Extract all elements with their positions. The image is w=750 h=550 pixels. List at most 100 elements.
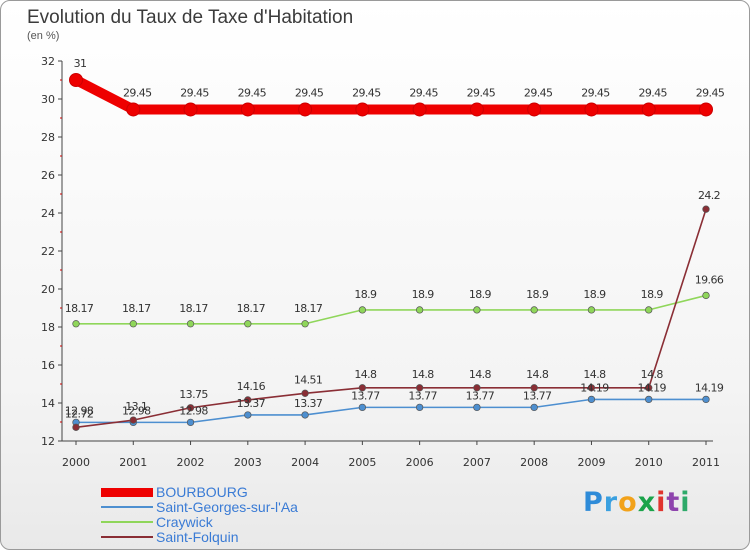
series-line-3 — [75, 208, 707, 429]
data-label: 14.19 — [580, 381, 609, 394]
data-label: 13.77 — [523, 389, 552, 402]
data-label: 29.45 — [238, 86, 267, 99]
data-point — [186, 320, 195, 328]
legend-swatch — [101, 506, 153, 508]
data-label: 13.77 — [408, 389, 437, 402]
data-point — [355, 102, 370, 117]
data-label: 13.37 — [237, 397, 266, 410]
proxiti-logo: Proxiti — [583, 487, 691, 518]
data-point — [469, 102, 484, 117]
data-label: 18.17 — [294, 302, 323, 315]
series-line-1 — [75, 398, 707, 424]
data-point — [645, 395, 653, 404]
data-label: 29.45 — [467, 86, 496, 99]
data-point — [527, 102, 542, 117]
data-point — [645, 384, 653, 392]
data-point — [72, 320, 80, 328]
logo-letter: P — [583, 487, 604, 518]
data-label: 31 — [74, 57, 87, 70]
data-label: 29.45 — [638, 86, 667, 99]
x-tick-label: 2008 — [520, 456, 548, 469]
data-label: 29.45 — [696, 86, 725, 99]
data-point — [702, 395, 710, 404]
data-label: 18.9 — [412, 288, 435, 301]
y-tick-label: 18 — [41, 321, 55, 334]
data-label: 14.16 — [237, 380, 266, 393]
data-point — [587, 384, 596, 392]
data-point — [301, 389, 309, 397]
legend-label: Craywick — [156, 514, 213, 530]
data-label: 18.9 — [469, 288, 492, 301]
y-tick-label: 20 — [41, 283, 55, 296]
data-label: 14.51 — [294, 373, 323, 386]
data-point — [473, 403, 481, 412]
legend-swatch — [101, 487, 153, 497]
data-label: 29.45 — [123, 86, 152, 99]
x-tick-label: 2005 — [348, 456, 376, 469]
data-label: 12.98 — [122, 404, 151, 417]
data-label: 14.19 — [637, 381, 666, 394]
x-tick-label: 2003 — [234, 456, 262, 469]
y-tick-label: 30 — [41, 93, 55, 106]
data-point — [358, 306, 367, 314]
legend-swatch — [101, 536, 153, 538]
data-point — [415, 306, 424, 314]
legend-label: BOURBOURG — [156, 484, 248, 500]
data-point — [587, 306, 596, 314]
data-label: 18.9 — [641, 288, 664, 301]
x-tick-label: 2009 — [577, 456, 605, 469]
data-label: 19.66 — [695, 273, 724, 286]
data-label: 18.17 — [179, 302, 208, 315]
data-label: 29.45 — [295, 86, 324, 99]
data-label: 18.17 — [237, 302, 266, 315]
logo-letter: r — [603, 487, 619, 518]
data-label: 14.8 — [354, 368, 377, 381]
data-label: 14.19 — [695, 381, 724, 394]
data-point — [530, 306, 538, 314]
data-label: 24.2 — [698, 189, 720, 202]
logo-letter: i — [680, 487, 691, 518]
data-point — [358, 403, 367, 412]
legend-swatch — [101, 521, 153, 523]
logo-letter: t — [666, 487, 681, 518]
data-point — [186, 418, 195, 427]
data-label: 29.45 — [180, 86, 209, 99]
data-point — [129, 320, 137, 328]
y-tick-label: 14 — [41, 397, 55, 410]
chart-title: Evolution du Taux de Taxe d'Habitation — [27, 7, 354, 28]
data-point — [415, 384, 424, 392]
x-tick-label: 2000 — [62, 456, 90, 469]
data-point — [69, 73, 83, 87]
data-point — [358, 384, 367, 392]
series-line-2 — [75, 294, 707, 325]
data-label: 13.77 — [466, 389, 495, 402]
data-point — [415, 403, 424, 412]
x-tick-label: 2006 — [406, 456, 434, 469]
x-tick-label: 2007 — [463, 456, 491, 469]
chart-unit-label: (en %) — [27, 30, 60, 42]
data-label: 14.8 — [583, 368, 606, 381]
data-label: 14.8 — [412, 368, 435, 381]
data-point — [473, 306, 481, 314]
y-tick-label: 24 — [41, 207, 55, 220]
data-point — [587, 395, 596, 404]
y-tick-label: 28 — [41, 131, 55, 144]
x-tick-label: 2002 — [177, 456, 205, 469]
data-label: 29.45 — [581, 86, 610, 99]
data-point — [240, 102, 255, 117]
x-tick-label: 2011 — [692, 456, 720, 469]
data-label: 14.8 — [526, 368, 549, 381]
data-point — [244, 411, 252, 419]
data-label: 18.9 — [583, 288, 606, 301]
data-point — [298, 102, 313, 117]
legend-label: Saint-Georges-sur-l'Aa — [156, 499, 298, 515]
data-label: 13.77 — [351, 389, 380, 402]
y-tick-label: 26 — [41, 169, 55, 182]
y-tick-label: 16 — [41, 359, 55, 372]
data-point — [301, 411, 309, 419]
data-point — [412, 102, 427, 117]
data-label: 13.75 — [179, 388, 208, 401]
data-point — [244, 320, 252, 328]
